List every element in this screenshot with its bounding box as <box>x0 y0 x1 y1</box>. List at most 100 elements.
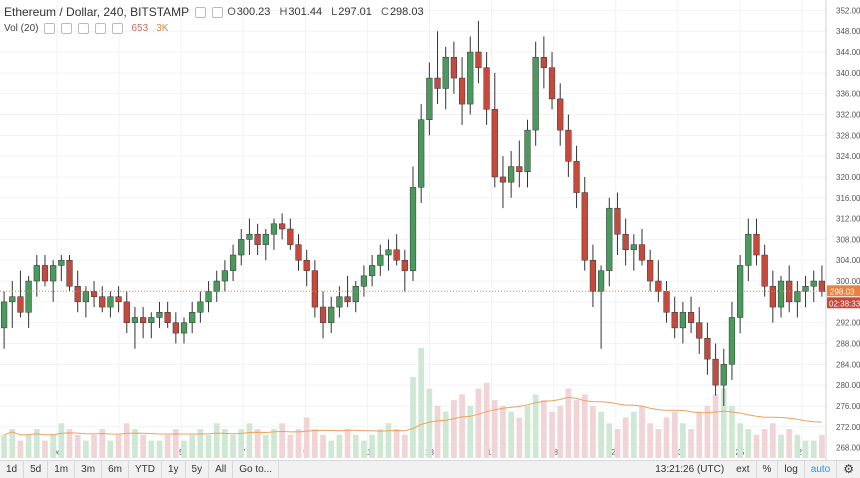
candle-body <box>516 166 523 173</box>
candle-body <box>418 119 425 188</box>
range-6m-button[interactable]: 6m <box>102 461 129 478</box>
volume-bar <box>385 423 392 458</box>
hide-series-icon[interactable] <box>195 6 207 18</box>
candle-body <box>565 129 572 162</box>
volume-bar <box>230 434 236 458</box>
volume-hide-icon[interactable] <box>61 23 73 34</box>
volume-bar <box>819 434 825 458</box>
volume-bar <box>573 400 580 458</box>
candle-body <box>483 67 490 110</box>
y-tick-label: 292.00 <box>836 319 860 328</box>
candle-body <box>630 244 637 251</box>
volume-dropdown-icon[interactable] <box>44 23 56 34</box>
log-button[interactable]: log <box>778 461 805 478</box>
volume-bar <box>590 405 596 458</box>
volume-bar <box>426 388 433 458</box>
candle-body <box>548 67 556 100</box>
candle-body <box>197 301 204 313</box>
candle-body <box>622 233 629 251</box>
volume-remove-icon[interactable] <box>112 23 124 34</box>
close-value: 298.03 <box>389 6 424 18</box>
y-tick-label: 344.00 <box>836 48 860 57</box>
settings-series-icon[interactable] <box>212 6 224 18</box>
candle-body <box>818 280 826 292</box>
gear-icon[interactable]: ⚙ <box>843 462 854 476</box>
candle-body <box>450 57 458 79</box>
candle-body <box>802 286 809 292</box>
candle-body <box>794 291 801 303</box>
y-tick-label: 352.00 <box>836 6 860 15</box>
candle-body <box>647 259 654 282</box>
volume-bar <box>352 434 359 458</box>
volume-bar <box>205 434 212 458</box>
candle-body <box>442 57 449 89</box>
price-chart[interactable]: 268.00 272.00 276.00 280.00 284.00 288.00 292.… <box>0 0 860 460</box>
percent-button[interactable]: % <box>757 461 779 478</box>
candle-body <box>221 270 229 282</box>
y-tick-label: 328.00 <box>836 131 860 140</box>
open-label: O <box>227 6 236 18</box>
volume-bar <box>712 394 719 458</box>
range-5y-button[interactable]: 5y <box>186 461 210 478</box>
y-tick-label: 320.00 <box>836 173 860 182</box>
y-tick-label: 276.00 <box>836 402 860 411</box>
symbol-title: Ethereum / Dollar, 240, BITSTAMP <box>4 5 190 19</box>
volume-bar <box>246 423 253 458</box>
ext-button[interactable]: ext <box>730 461 757 478</box>
countdown-tag-bg <box>827 297 860 309</box>
range-ytd-button[interactable]: YTD <box>129 461 162 478</box>
volume-bar <box>156 440 163 458</box>
volume-bar <box>737 423 743 458</box>
candle-body <box>33 265 40 282</box>
volume-add-icon[interactable] <box>95 23 107 34</box>
candle-body <box>229 254 237 271</box>
volume-bar <box>696 411 703 458</box>
candle-body <box>213 280 220 292</box>
auto-button[interactable]: auto <box>805 461 838 478</box>
candlestick-chart[interactable]: 268.00 272.00 276.00 280.00 284.00 288.00 292.… <box>0 0 860 460</box>
range-1d-button[interactable]: 1d <box>0 461 25 478</box>
x-tick-label: Oct <box>51 448 64 457</box>
y-tick-label: 348.00 <box>836 27 860 36</box>
volume-bar <box>410 376 416 458</box>
candle-body <box>25 280 32 313</box>
clock-time[interactable]: 13:21:26 (UTC) <box>655 464 725 475</box>
y-tick-label: 312.00 <box>836 215 860 224</box>
candle-body <box>728 317 736 365</box>
high-label: H <box>279 6 288 18</box>
volume-bar <box>491 400 498 458</box>
open-value: 300.23 <box>236 6 271 18</box>
range-5d-button[interactable]: 5d <box>24 461 49 478</box>
candle-body <box>508 166 515 183</box>
volume-bar <box>344 429 351 458</box>
candle-body <box>401 259 408 271</box>
candle-body <box>409 187 417 271</box>
range-3m-button[interactable]: 3m <box>75 461 103 478</box>
candle-body <box>90 291 98 297</box>
candle-body <box>295 244 302 261</box>
volume-bar <box>524 405 531 458</box>
volume-bar <box>500 405 506 458</box>
volume-bar <box>630 411 637 458</box>
candle-body <box>696 322 703 339</box>
range-1y-button[interactable]: 1y <box>162 461 186 478</box>
candle-body <box>180 322 188 334</box>
volume-bar <box>639 405 645 458</box>
range-all-button[interactable]: All <box>209 461 234 478</box>
candle-body <box>344 296 351 303</box>
volume-bar <box>647 423 654 458</box>
candle-body <box>589 259 597 292</box>
volume-settings-icon[interactable] <box>78 23 90 34</box>
volume-bar <box>565 388 572 458</box>
y-tick-label: 300.00 <box>836 277 860 286</box>
range-1m-button[interactable]: 1m <box>48 461 76 478</box>
volume-bar <box>58 423 65 458</box>
candle-body <box>475 51 482 68</box>
candle-body <box>131 317 139 323</box>
close-label: C <box>380 6 389 18</box>
volume-bar <box>459 394 465 458</box>
volume-bar <box>483 382 490 458</box>
goto-button[interactable]: Go to... <box>233 461 280 478</box>
volume-value: 653 <box>131 23 149 34</box>
x-tick-label: 16 <box>487 448 496 457</box>
